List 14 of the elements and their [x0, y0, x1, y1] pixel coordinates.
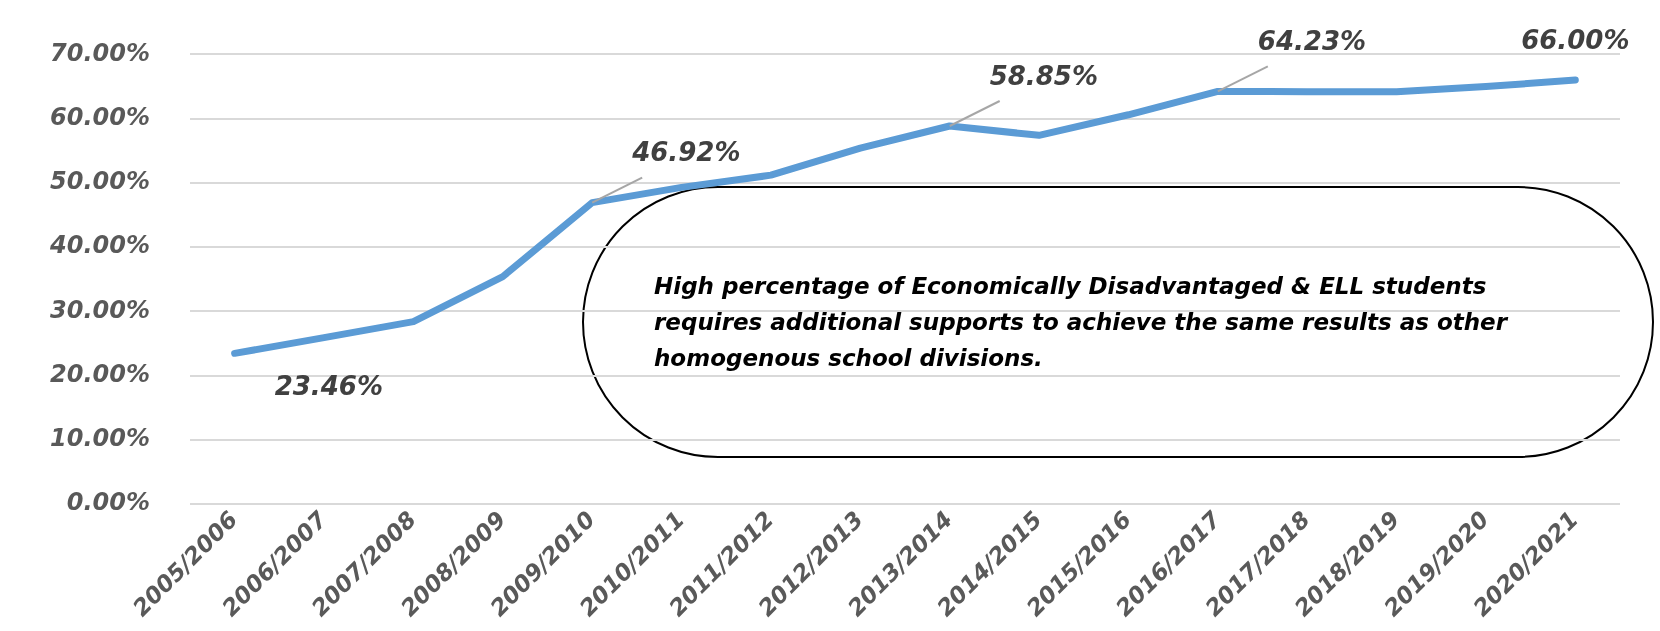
- y-tick-label: 70.00%: [49, 38, 150, 67]
- data-label: 46.92%: [631, 137, 741, 168]
- data-label: 58.85%: [989, 60, 1098, 91]
- y-tick-label: 10.00%: [49, 424, 150, 453]
- y-tick-label: 30.00%: [49, 295, 150, 324]
- data-label: 64.23%: [1257, 26, 1367, 57]
- y-tick-label: 0.00%: [66, 488, 150, 517]
- y-tick-label: 60.00%: [49, 102, 150, 131]
- data-label: 23.46%: [274, 371, 383, 402]
- y-tick-label: 20.00%: [49, 359, 150, 388]
- y-tick-label: 40.00%: [48, 231, 150, 260]
- annotation: High percentage of Economically Disadvantaged & ELL students requires additional supports to achieve the same results as other homogenous school divisions.: [654, 272, 1510, 373]
- y-tick-label: 50.00%: [49, 167, 150, 196]
- data-label: 66.00%: [1521, 24, 1630, 55]
